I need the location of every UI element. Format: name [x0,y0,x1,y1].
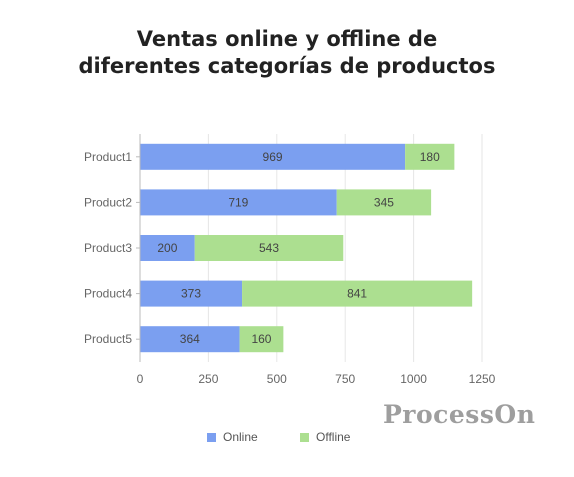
bar-online-product1[interactable] [140,143,406,170]
bar-offline-product1[interactable] [405,143,455,170]
legend-label-online: Online [223,430,258,444]
x-tick-label: 1250 [469,372,496,386]
bar-online-product3[interactable] [140,235,195,261]
x-tick-label: 250 [198,372,218,386]
x-tick-label: 500 [267,372,287,386]
legend-item-online[interactable]: Online [207,430,258,444]
data-label: 719 [228,195,248,209]
data-label: 373 [181,287,201,301]
legend: Online Offline [0,430,574,446]
chart-title: Ventas online y offline de diferentes ca… [0,26,574,80]
x-tick-label: 1000 [400,372,427,386]
data-label: 160 [251,332,271,346]
bar-offline-product2[interactable] [336,189,432,216]
bar-online-product5[interactable] [140,326,240,353]
data-label: 969 [263,150,283,164]
legend-swatch-offline [300,432,309,442]
y-tick-label: Product1 [84,150,132,164]
data-label: 345 [374,195,394,209]
legend-item-offline[interactable]: Offline [300,430,350,444]
data-label: 364 [180,332,200,346]
legend-swatch-online [207,432,216,442]
data-label: 841 [347,287,367,301]
bar-online-product2[interactable] [140,189,337,216]
chart-title-line-1: Ventas online y offline de [136,27,438,51]
bar-offline-product5[interactable] [239,326,284,353]
watermark-logo: ProcessOn [383,400,536,429]
data-label: 180 [420,150,440,164]
chart-title-line-2: diferentes categorías de productos [78,54,496,78]
y-tick-label: Product5 [84,332,132,346]
y-tick-label: Product2 [84,195,132,209]
x-tick-label: 750 [335,372,355,386]
legend-label-offline: Offline [316,430,351,444]
y-tick-label: Product3 [84,241,132,255]
x-tick-label: 0 [137,372,144,386]
data-label: 543 [259,241,279,255]
data-label: 200 [157,241,177,255]
bar-offline-product3[interactable] [194,235,344,261]
bars [140,143,473,353]
value-labels: 969 180 719 345 200 543 373 841 364 160 [157,150,440,346]
axes: 0 250 500 750 1000 1250 Product1 Product2 Produc… [84,134,496,386]
y-tick-label: Product4 [84,287,132,301]
bar-offline-product4[interactable] [242,280,473,307]
bar-online-product4[interactable] [140,280,243,307]
